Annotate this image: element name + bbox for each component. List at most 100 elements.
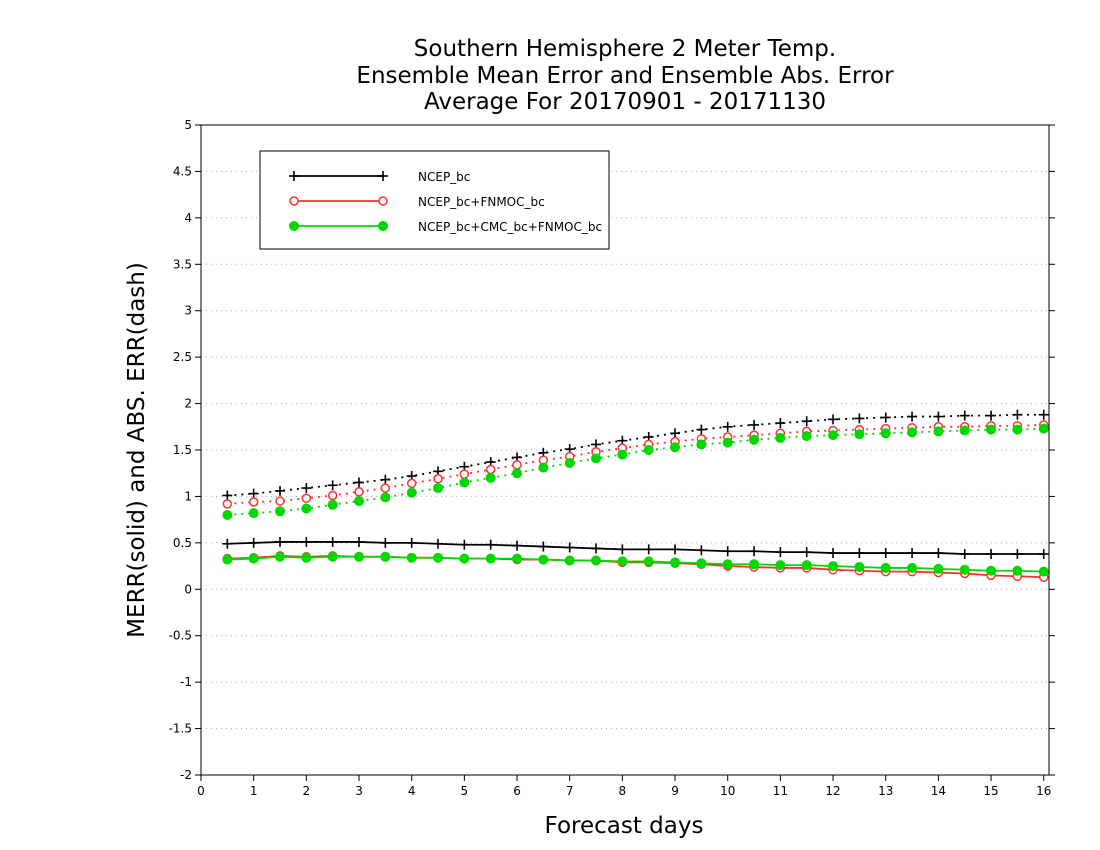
y-tick-label: -2 — [180, 768, 192, 782]
series-2-abs-err-point — [591, 453, 602, 464]
series-2-abs-err-point — [722, 437, 733, 448]
series-0-merr-point — [801, 547, 812, 558]
series-2-abs-err-point — [986, 424, 997, 435]
series-2-abs-err-point — [248, 508, 259, 519]
series-2-merr-point — [854, 562, 865, 572]
legend-swatch-marker — [289, 196, 299, 206]
series-1-abs-err-point — [512, 460, 522, 470]
series-2-merr-point — [828, 561, 839, 572]
series-0-abs-err-point — [670, 428, 681, 439]
series-2-abs-err-point — [564, 458, 575, 468]
series-1-abs-err-point — [459, 469, 470, 479]
series-2-merr-point — [643, 556, 654, 567]
y-tick-label: 2.5 — [173, 350, 192, 364]
series-2-merr-point — [1038, 566, 1049, 577]
series-1-abs-err-line — [227, 424, 1044, 505]
x-tick-label: 4 — [408, 784, 416, 798]
chart-title-line-1: Southern Hemisphere 2 Meter Temp. — [413, 36, 837, 62]
series-0-merr-point — [670, 544, 681, 555]
series-2-merr-point — [380, 551, 391, 562]
series-0-merr-point — [564, 542, 575, 553]
series-0-merr-point — [643, 544, 654, 555]
y-tick-label: 3 — [184, 304, 192, 318]
series-2-abs-err-point — [301, 503, 312, 514]
series-2-abs-err-point — [354, 496, 365, 507]
series-0-merr-point — [248, 537, 259, 548]
series-2-abs-err-point — [670, 442, 681, 453]
x-tick-label: 9 — [671, 784, 679, 798]
plot-frame — [200, 124, 1050, 776]
series-2-abs-err-point — [433, 483, 444, 494]
series-0-merr-point — [880, 548, 891, 559]
series-2-merr-point — [880, 562, 891, 573]
series-0-abs-err-point — [354, 477, 365, 488]
series-0-merr-point — [959, 549, 970, 559]
x-tick-label: 3 — [355, 784, 363, 798]
series-2-abs-err-point — [617, 449, 628, 460]
x-tick-label: 6 — [513, 784, 521, 798]
series-0-merr-point — [485, 539, 496, 550]
series-0-abs-err-point — [301, 483, 312, 494]
series-2-abs-err-line — [227, 427, 1044, 516]
series-0-merr-point — [380, 537, 391, 548]
series-2-merr-point — [248, 553, 259, 564]
series-2-merr-point — [564, 555, 575, 566]
series-2-merr-point — [986, 565, 997, 576]
series-1-abs-err-point — [301, 493, 312, 504]
legend-box — [259, 150, 610, 250]
series-2-merr-point — [354, 551, 365, 562]
legend-swatch-marker — [378, 171, 388, 181]
series-0-abs-err-point — [880, 412, 891, 423]
legend-swatch-marker — [378, 196, 388, 206]
series-0-abs-err-point — [986, 410, 997, 421]
series-0-merr-point — [617, 544, 628, 555]
series-2-merr-point — [959, 564, 970, 575]
series-0-merr-point — [538, 541, 549, 552]
y-tick-label: 1 — [184, 489, 192, 503]
series-1-merr-line — [227, 554, 1044, 579]
y-tick-label: 0 — [184, 582, 192, 596]
series-2-merr-point — [1012, 565, 1023, 576]
series-0-merr-point — [433, 538, 444, 549]
series-0-abs-err-point — [854, 413, 865, 424]
y-tick-label: 4 — [184, 211, 192, 225]
chart-title-line-2: Ensemble Mean Error and Ensemble Abs. Er… — [356, 63, 894, 89]
y-tick-label: -0.5 — [169, 629, 192, 643]
y-tick-label: 4.5 — [173, 164, 192, 178]
series-2-merr-point — [222, 554, 233, 565]
series-2-merr-point — [301, 552, 312, 563]
x-tick-label: 0 — [197, 784, 205, 798]
x-tick-label: 13 — [878, 784, 893, 798]
series-0-merr-point — [854, 548, 865, 559]
series-2-merr-point — [617, 556, 628, 567]
legend-items — [289, 171, 388, 231]
series-2-merr-point — [801, 560, 812, 571]
axis-layer: -2-1.5-1-0.500.511.522.533.544.550 1 2 3 4 5 6… — [169, 118, 1055, 798]
series-1-abs-err-point — [275, 496, 285, 506]
series-0-abs-err-point — [828, 414, 839, 425]
series-2-abs-err-point — [222, 510, 233, 520]
x-tick-label: 8 — [619, 784, 627, 798]
series-2-abs-err-point — [775, 432, 786, 443]
x-tick-label: 12 — [825, 784, 840, 798]
series-0-abs-err-point — [327, 480, 338, 491]
x-tick-label: 15 — [983, 784, 998, 798]
series-2-abs-err-point — [485, 472, 496, 483]
series-2-merr-point — [406, 552, 417, 563]
legend-label-ncep-bc: NCEP_bc — [418, 170, 470, 184]
series-0-merr-point — [749, 546, 760, 557]
series-0-abs-err-point — [1038, 409, 1049, 420]
series-2-merr-point — [722, 559, 733, 570]
series-2-merr-point — [696, 558, 707, 569]
series-1-abs-err-point — [327, 490, 338, 501]
y-tick-label: -1.5 — [169, 722, 192, 736]
series-0-abs-err-point — [380, 474, 391, 485]
legend-label-ncep-cmc-fnmoc: NCEP_bc+CMC_bc+FNMOC_bc — [418, 220, 602, 234]
series-1-abs-err-point — [222, 499, 233, 509]
series-0-abs-err-point — [933, 411, 944, 422]
x-tick-label: 14 — [931, 784, 946, 798]
series-0-abs-err-point — [775, 418, 786, 429]
x-tick-label: 1 — [250, 784, 258, 798]
series-2-merr-point — [670, 557, 681, 568]
